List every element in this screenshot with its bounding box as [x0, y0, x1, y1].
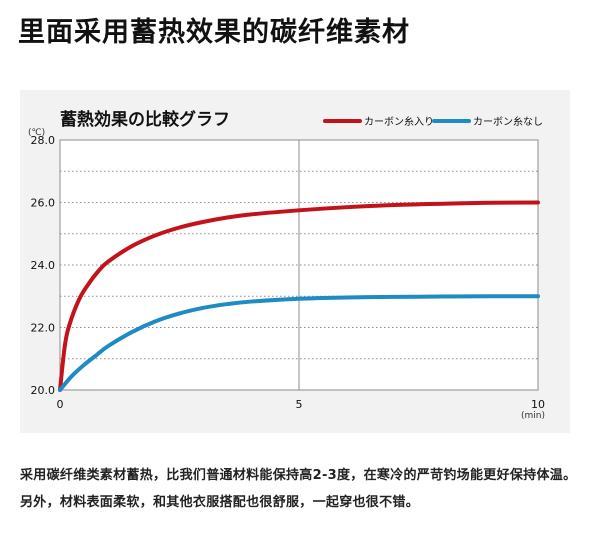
series-line-no-carbon: [58, 294, 540, 392]
y-tick-label: 20.0: [31, 384, 56, 397]
page-headline: 里面采用蓄热效果的碳纤维素材: [18, 17, 410, 48]
y-tick-label: 22.0: [31, 322, 56, 335]
y-tick-label: 28.0: [31, 134, 56, 147]
y-tick-label: 26.0: [31, 197, 56, 210]
legend-label-no-carbon: カーボン糸なし: [473, 116, 543, 128]
x-unit-label: (min): [521, 411, 545, 421]
temperature-chart: 蓄熱効果の比較グラフ カーボン糸入り カーボン糸なし (℃) 28.026.02…: [28, 109, 546, 421]
series-line-carbon: [58, 200, 540, 392]
series-lines: [58, 200, 540, 392]
chart-title: 蓄熱効果の比較グラフ: [60, 109, 230, 130]
y-tick-labels: 28.0 26.0 24.0 22.0 20.0: [31, 134, 56, 397]
legend-label-carbon: カーボン糸入り: [364, 116, 434, 128]
x-tick-label: 10: [531, 398, 545, 411]
x-tick-label: 0: [57, 398, 64, 411]
x-tick-label: 5: [296, 398, 303, 411]
y-tick-label: 24.0: [31, 259, 56, 272]
legend: カーボン糸入り カーボン糸なし: [323, 116, 543, 128]
grid: [60, 140, 538, 390]
y-unit-label: (℃): [28, 128, 45, 138]
description-text: 采用碳纤维类素材蓄热，比我们普通材料能保持高2-3度，在寒冷的严苛钓场能更好保持…: [20, 468, 577, 510]
chart-panel: 蓄熱効果の比較グラフ カーボン糸入り カーボン糸なし (℃) 28.0 26.0 2…: [20, 90, 570, 433]
x-tick-labels: 0 5 10: [57, 398, 546, 411]
